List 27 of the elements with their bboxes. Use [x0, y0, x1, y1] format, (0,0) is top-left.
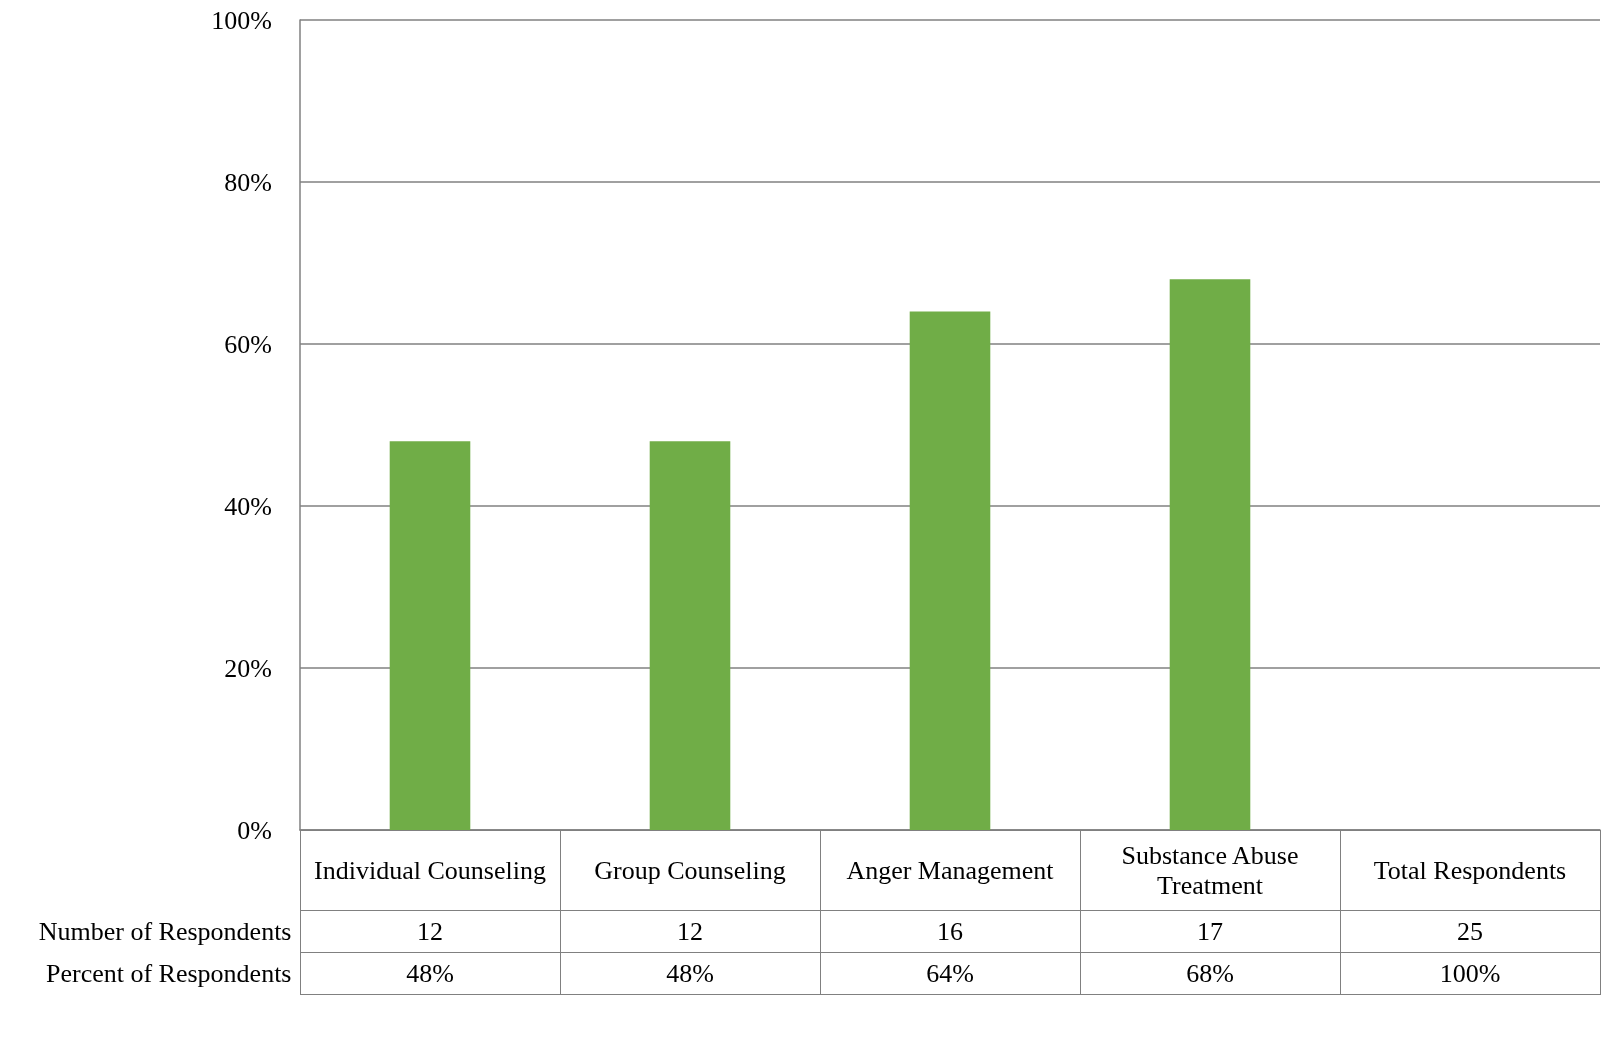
x-tick-label: Total Respondents: [1340, 830, 1600, 911]
x-tick-label: Individual Counseling: [300, 830, 560, 911]
text: Percent of Respondents: [45, 957, 293, 990]
y-tick-label: 80%: [224, 167, 272, 197]
text: 100%: [1439, 958, 1501, 988]
y-tick-label: 60%: [224, 329, 272, 359]
text: Number of Respondents: [37, 915, 293, 948]
bar: [649, 441, 731, 830]
data-label: 64%: [820, 952, 1080, 995]
x-tick-label: Anger Management: [820, 830, 1080, 911]
bar: [1169, 279, 1251, 830]
bar: [909, 311, 991, 830]
text: 12: [300, 910, 560, 953]
bar: [389, 441, 471, 830]
data-label: 68%: [1080, 952, 1340, 995]
y-tick-label: 20%: [224, 653, 272, 683]
data-label: 48%: [560, 952, 820, 995]
text: 12: [560, 910, 820, 953]
y-tick-label: 40%: [224, 491, 272, 521]
y-tick-label: 100%: [211, 5, 272, 35]
text: 17: [1080, 910, 1340, 953]
x-tick-label: Group Counseling: [560, 830, 820, 911]
data-label: 48%: [300, 952, 560, 995]
x-tick-label: Substance Abuse Treatment: [1080, 830, 1340, 911]
y-tick-label: 0%: [237, 815, 272, 845]
text: 16: [820, 910, 1080, 953]
text: 25: [1340, 910, 1600, 953]
